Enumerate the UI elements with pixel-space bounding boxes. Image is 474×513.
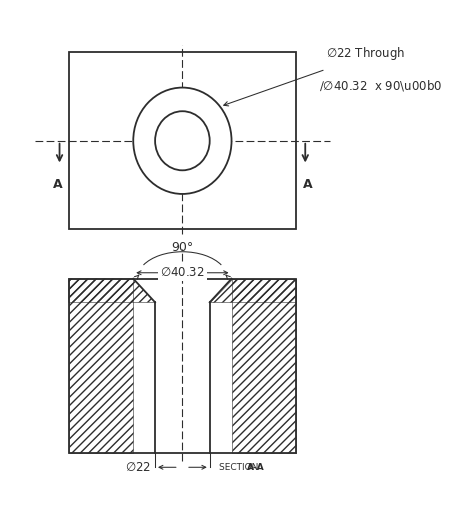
- Text: $\varnothing$22 Through: $\varnothing$22 Through: [326, 45, 405, 62]
- Circle shape: [133, 88, 231, 194]
- Text: A: A: [53, 177, 62, 191]
- Text: ∕$\varnothing$40.32  x 90\u00b0: ∕$\varnothing$40.32 x 90\u00b0: [319, 78, 442, 93]
- Text: $\varnothing$40.32: $\varnothing$40.32: [160, 266, 205, 279]
- Text: A: A: [303, 177, 312, 191]
- Bar: [231, 279, 296, 453]
- Polygon shape: [133, 279, 231, 302]
- Bar: [69, 279, 133, 453]
- Text: SECTION: SECTION: [219, 463, 261, 472]
- Text: 90°: 90°: [171, 242, 193, 254]
- Bar: [69, 52, 296, 229]
- Text: $\varnothing$22: $\varnothing$22: [125, 461, 152, 474]
- Text: A-A: A-A: [247, 463, 265, 472]
- Bar: [69, 279, 296, 453]
- Bar: [155, 279, 210, 453]
- Circle shape: [155, 111, 210, 170]
